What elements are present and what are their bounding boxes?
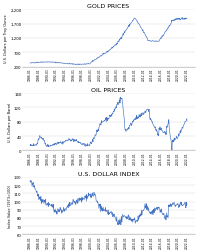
- Y-axis label: U.S. Dollars per Barrel: U.S. Dollars per Barrel: [8, 103, 12, 142]
- Title: OIL PRICES: OIL PRICES: [91, 88, 126, 93]
- Y-axis label: U.S. Dollars per Troy Ounce: U.S. Dollars per Troy Ounce: [4, 15, 8, 63]
- Title: GOLD PRICES: GOLD PRICES: [87, 4, 130, 9]
- Y-axis label: Index Value (1973=100): Index Value (1973=100): [8, 184, 12, 227]
- Title: U.S. DOLLAR INDEX: U.S. DOLLAR INDEX: [78, 171, 139, 176]
